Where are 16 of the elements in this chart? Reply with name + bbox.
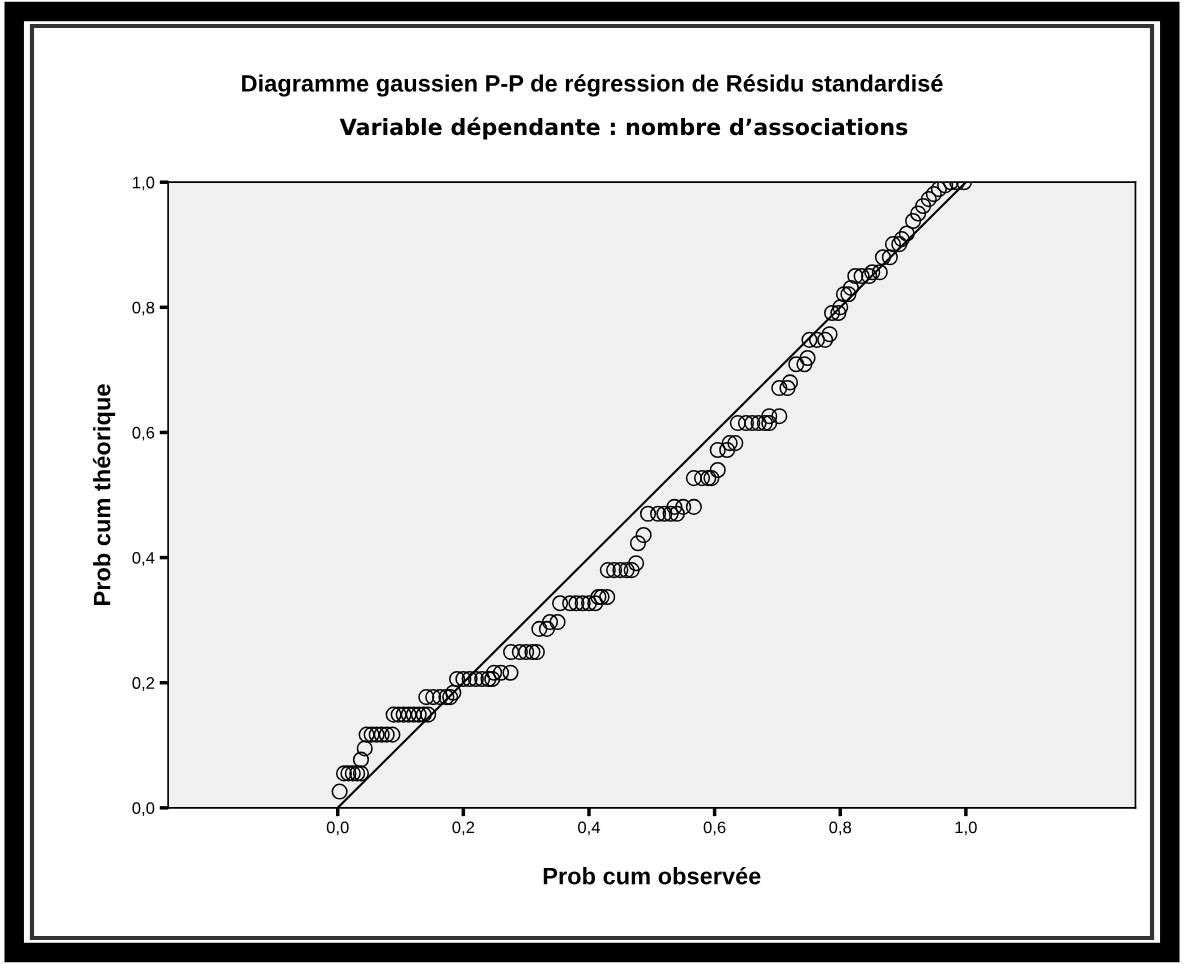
y-tick-label: 0,4 [132,551,155,566]
x-tick-label: 0,8 [829,821,852,836]
y-tick-label: 0,0 [132,802,155,816]
x-axis-title: Prob cum observée [543,866,761,885]
y-tick-label: 0,8 [132,301,155,316]
y-tick-label: 1,0 [133,176,155,191]
chart-title: Diagramme gaussien P-P de régression de Résidu standardisé [242,74,943,97]
x-tick-label: 1,0 [955,821,977,836]
y-tick-label: 0,2 [132,677,155,691]
y-tick-label: 0,6 [132,426,155,441]
x-tick-label: 0,4 [578,821,601,836]
x-tick-label: 0,0 [326,821,349,836]
x-tick-label: 0,6 [703,821,726,836]
x-tick-label: 0,2 [452,821,475,836]
chart-subtitle: Variable dépendante : nombre d’associations [339,117,908,140]
y-axis-title: Prob cum théorique [92,384,116,605]
